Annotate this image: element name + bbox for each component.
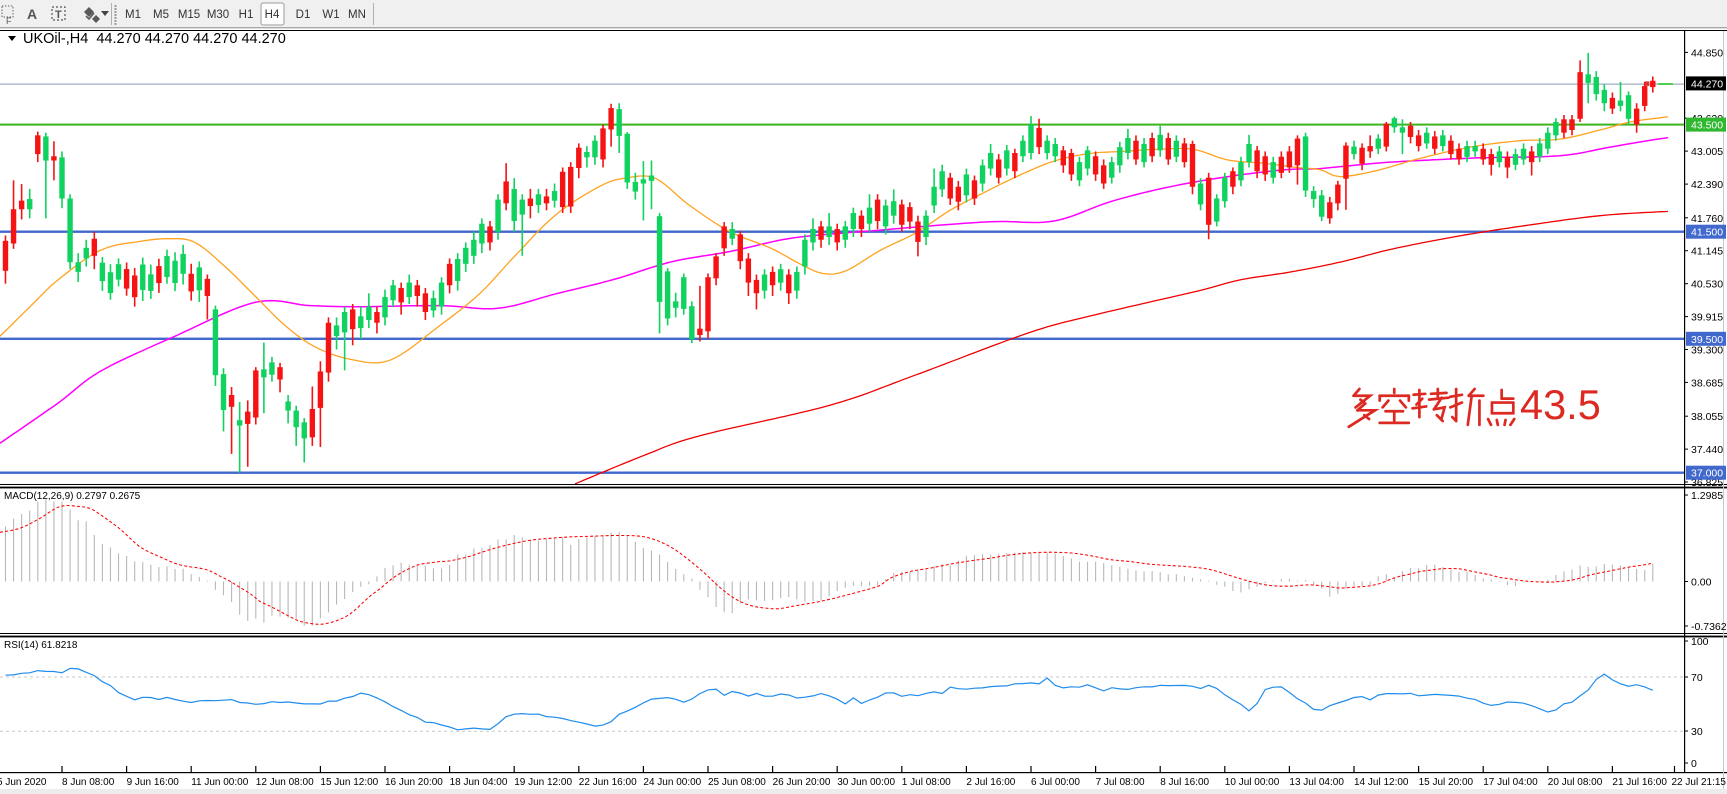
svg-text:13 Jul 04:00: 13 Jul 04:00 xyxy=(1289,777,1344,788)
svg-text:44.850: 44.850 xyxy=(1691,47,1723,59)
svg-text:16 Jun 20:00: 16 Jun 20:00 xyxy=(385,777,443,788)
svg-text:12 Jun 08:00: 12 Jun 08:00 xyxy=(256,777,314,788)
svg-text:25 Jun 08:00: 25 Jun 08:00 xyxy=(708,777,766,788)
svg-text:-0.7362: -0.7362 xyxy=(1691,621,1727,633)
svg-text:D1: D1 xyxy=(296,9,311,21)
svg-text:19 Jun 12:00: 19 Jun 12:00 xyxy=(514,777,572,788)
svg-text:42.390: 42.390 xyxy=(1691,179,1723,191)
svg-text:5 Jun 2020: 5 Jun 2020 xyxy=(0,777,47,788)
svg-text:22 Jun 16:00: 22 Jun 16:00 xyxy=(579,777,637,788)
svg-text:38.685: 38.685 xyxy=(1691,377,1723,389)
svg-text:H1: H1 xyxy=(239,9,254,21)
svg-text:H4: H4 xyxy=(265,9,280,21)
svg-text:M15: M15 xyxy=(178,9,200,21)
svg-text:17 Jul 04:00: 17 Jul 04:00 xyxy=(1483,777,1538,788)
svg-text:30 Jun 00:00: 30 Jun 00:00 xyxy=(837,777,895,788)
svg-text:2 Jul 16:00: 2 Jul 16:00 xyxy=(966,777,1015,788)
svg-text:37.440: 37.440 xyxy=(1691,444,1723,456)
svg-text:43.005: 43.005 xyxy=(1691,146,1723,158)
svg-text:14 Jul 12:00: 14 Jul 12:00 xyxy=(1354,777,1409,788)
svg-text:10 Jul 00:00: 10 Jul 00:00 xyxy=(1225,777,1280,788)
svg-text:18 Jun 04:00: 18 Jun 04:00 xyxy=(450,777,508,788)
svg-text:26 Jun 20:00: 26 Jun 20:00 xyxy=(773,777,831,788)
svg-text:30: 30 xyxy=(1691,726,1703,738)
svg-text:0: 0 xyxy=(1691,758,1697,770)
svg-text:0.00: 0.00 xyxy=(1691,577,1712,589)
svg-text:8 Jul 16:00: 8 Jul 16:00 xyxy=(1160,777,1209,788)
svg-text:43.500: 43.500 xyxy=(1691,120,1723,132)
svg-text:41.500: 41.500 xyxy=(1691,227,1723,239)
svg-text:T: T xyxy=(55,9,62,21)
svg-text:41.145: 41.145 xyxy=(1691,246,1723,258)
svg-text:36.825: 36.825 xyxy=(1691,477,1723,489)
svg-text:MN: MN xyxy=(348,9,366,21)
svg-text:7 Jul 08:00: 7 Jul 08:00 xyxy=(1096,777,1145,788)
svg-text:24 Jun 00:00: 24 Jun 00:00 xyxy=(643,777,701,788)
svg-text:6 Jul 00:00: 6 Jul 00:00 xyxy=(1031,777,1080,788)
svg-text:40.530: 40.530 xyxy=(1691,279,1723,291)
svg-text:W1: W1 xyxy=(322,9,339,21)
svg-text:100: 100 xyxy=(1691,636,1709,648)
svg-text:UKOil-,H4 44.270 44.270 44.27: UKOil-,H4 44.270 44.270 44.270 44.270 xyxy=(23,31,286,47)
svg-text:RSI(14) 61.8218: RSI(14) 61.8218 xyxy=(4,640,78,651)
svg-text:M30: M30 xyxy=(207,9,229,21)
svg-text:39.500: 39.500 xyxy=(1691,334,1723,346)
svg-text:70: 70 xyxy=(1691,672,1703,684)
svg-text:15 Jun 12:00: 15 Jun 12:00 xyxy=(320,777,378,788)
svg-text:M5: M5 xyxy=(153,9,169,21)
svg-text:M1: M1 xyxy=(125,9,141,21)
svg-text:37.000: 37.000 xyxy=(1691,468,1723,480)
svg-text:44.270: 44.270 xyxy=(1691,78,1723,90)
svg-text:39.300: 39.300 xyxy=(1691,345,1723,357)
svg-text:15 Jul 20:00: 15 Jul 20:00 xyxy=(1419,777,1474,788)
svg-text:F: F xyxy=(6,16,12,26)
svg-text:41.760: 41.760 xyxy=(1691,213,1723,225)
svg-text:9 Jun 16:00: 9 Jun 16:00 xyxy=(127,777,180,788)
svg-text:1.2985: 1.2985 xyxy=(1691,490,1723,502)
svg-text:1 Jul 08:00: 1 Jul 08:00 xyxy=(902,777,951,788)
svg-text:11 Jun 00:00: 11 Jun 00:00 xyxy=(191,777,249,788)
svg-text:38.055: 38.055 xyxy=(1691,411,1723,423)
svg-text:20 Jul 08:00: 20 Jul 08:00 xyxy=(1548,777,1603,788)
svg-text:39.915: 39.915 xyxy=(1691,312,1723,324)
svg-text:8 Jun 08:00: 8 Jun 08:00 xyxy=(62,777,115,788)
svg-text:43.5: 43.5 xyxy=(1520,381,1601,428)
svg-text:22 Jul 21:15: 22 Jul 21:15 xyxy=(1672,777,1727,788)
svg-text:A: A xyxy=(27,6,37,22)
svg-text:21 Jul 16:00: 21 Jul 16:00 xyxy=(1612,777,1667,788)
svg-text:MACD(12,26,9) 0.2797 0.2675: MACD(12,26,9) 0.2797 0.2675 xyxy=(4,491,141,502)
